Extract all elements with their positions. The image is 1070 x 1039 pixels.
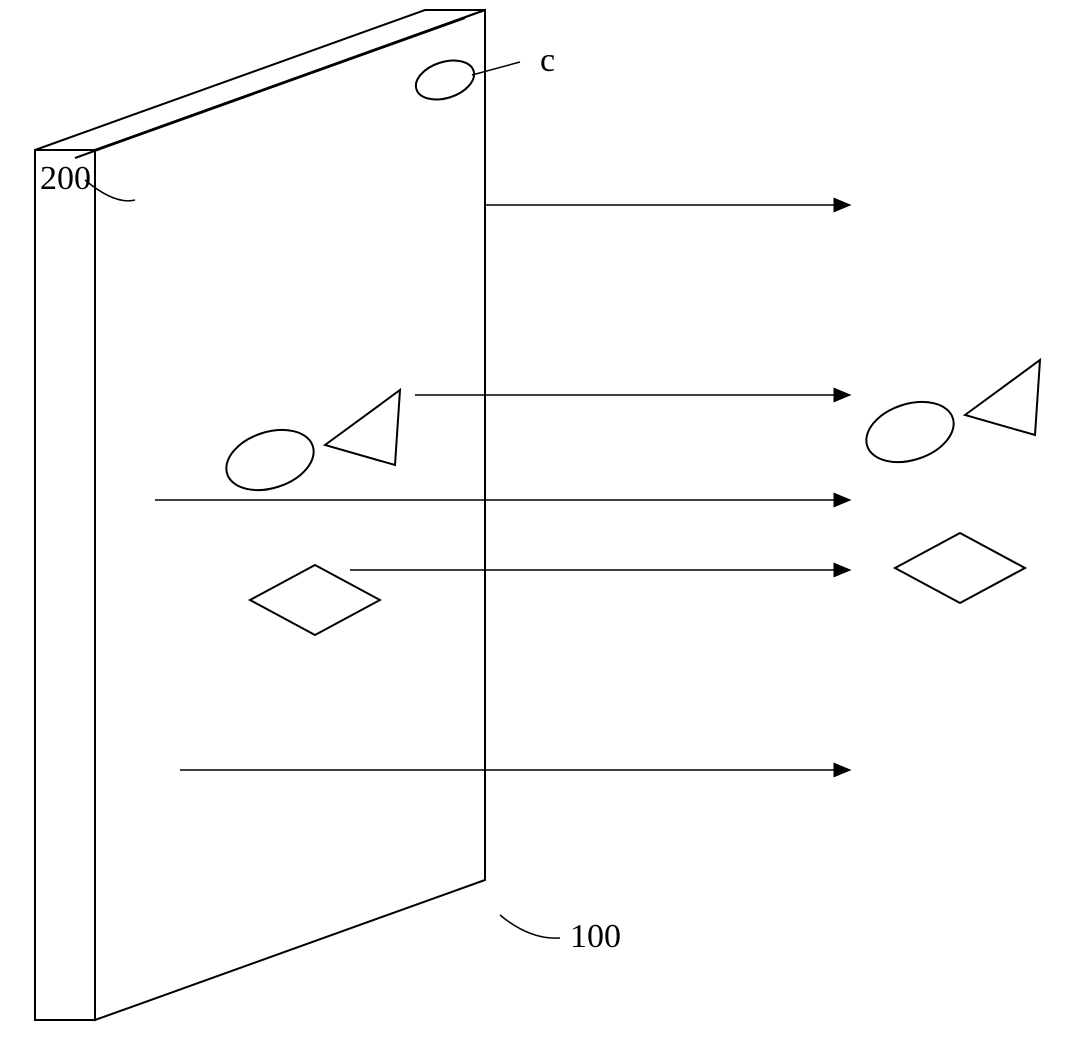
panel-inner-edge	[75, 18, 465, 158]
leader-200	[85, 180, 135, 201]
diagram-container: 200 100 c	[0, 0, 1070, 1034]
panel-3d	[35, 10, 485, 1020]
arrows-group	[155, 205, 850, 770]
leader-100	[500, 915, 560, 938]
panel-triangle	[325, 390, 400, 465]
panel-front-face	[95, 10, 485, 1020]
leader-c	[472, 62, 520, 75]
callout-ellipse-c	[411, 54, 479, 107]
panel-side-face	[35, 150, 95, 1020]
projected-ellipse	[859, 391, 962, 472]
shapes-projected	[859, 360, 1040, 603]
projected-diamond	[895, 533, 1025, 603]
label-200: 200	[40, 160, 91, 198]
label-c: c	[540, 42, 555, 80]
projected-triangle	[965, 360, 1040, 435]
panel-diamond	[250, 565, 380, 635]
diagram-svg	[0, 0, 1070, 1034]
shapes-on-panel	[219, 390, 400, 635]
label-100: 100	[570, 918, 621, 956]
panel-ellipse	[219, 419, 322, 500]
